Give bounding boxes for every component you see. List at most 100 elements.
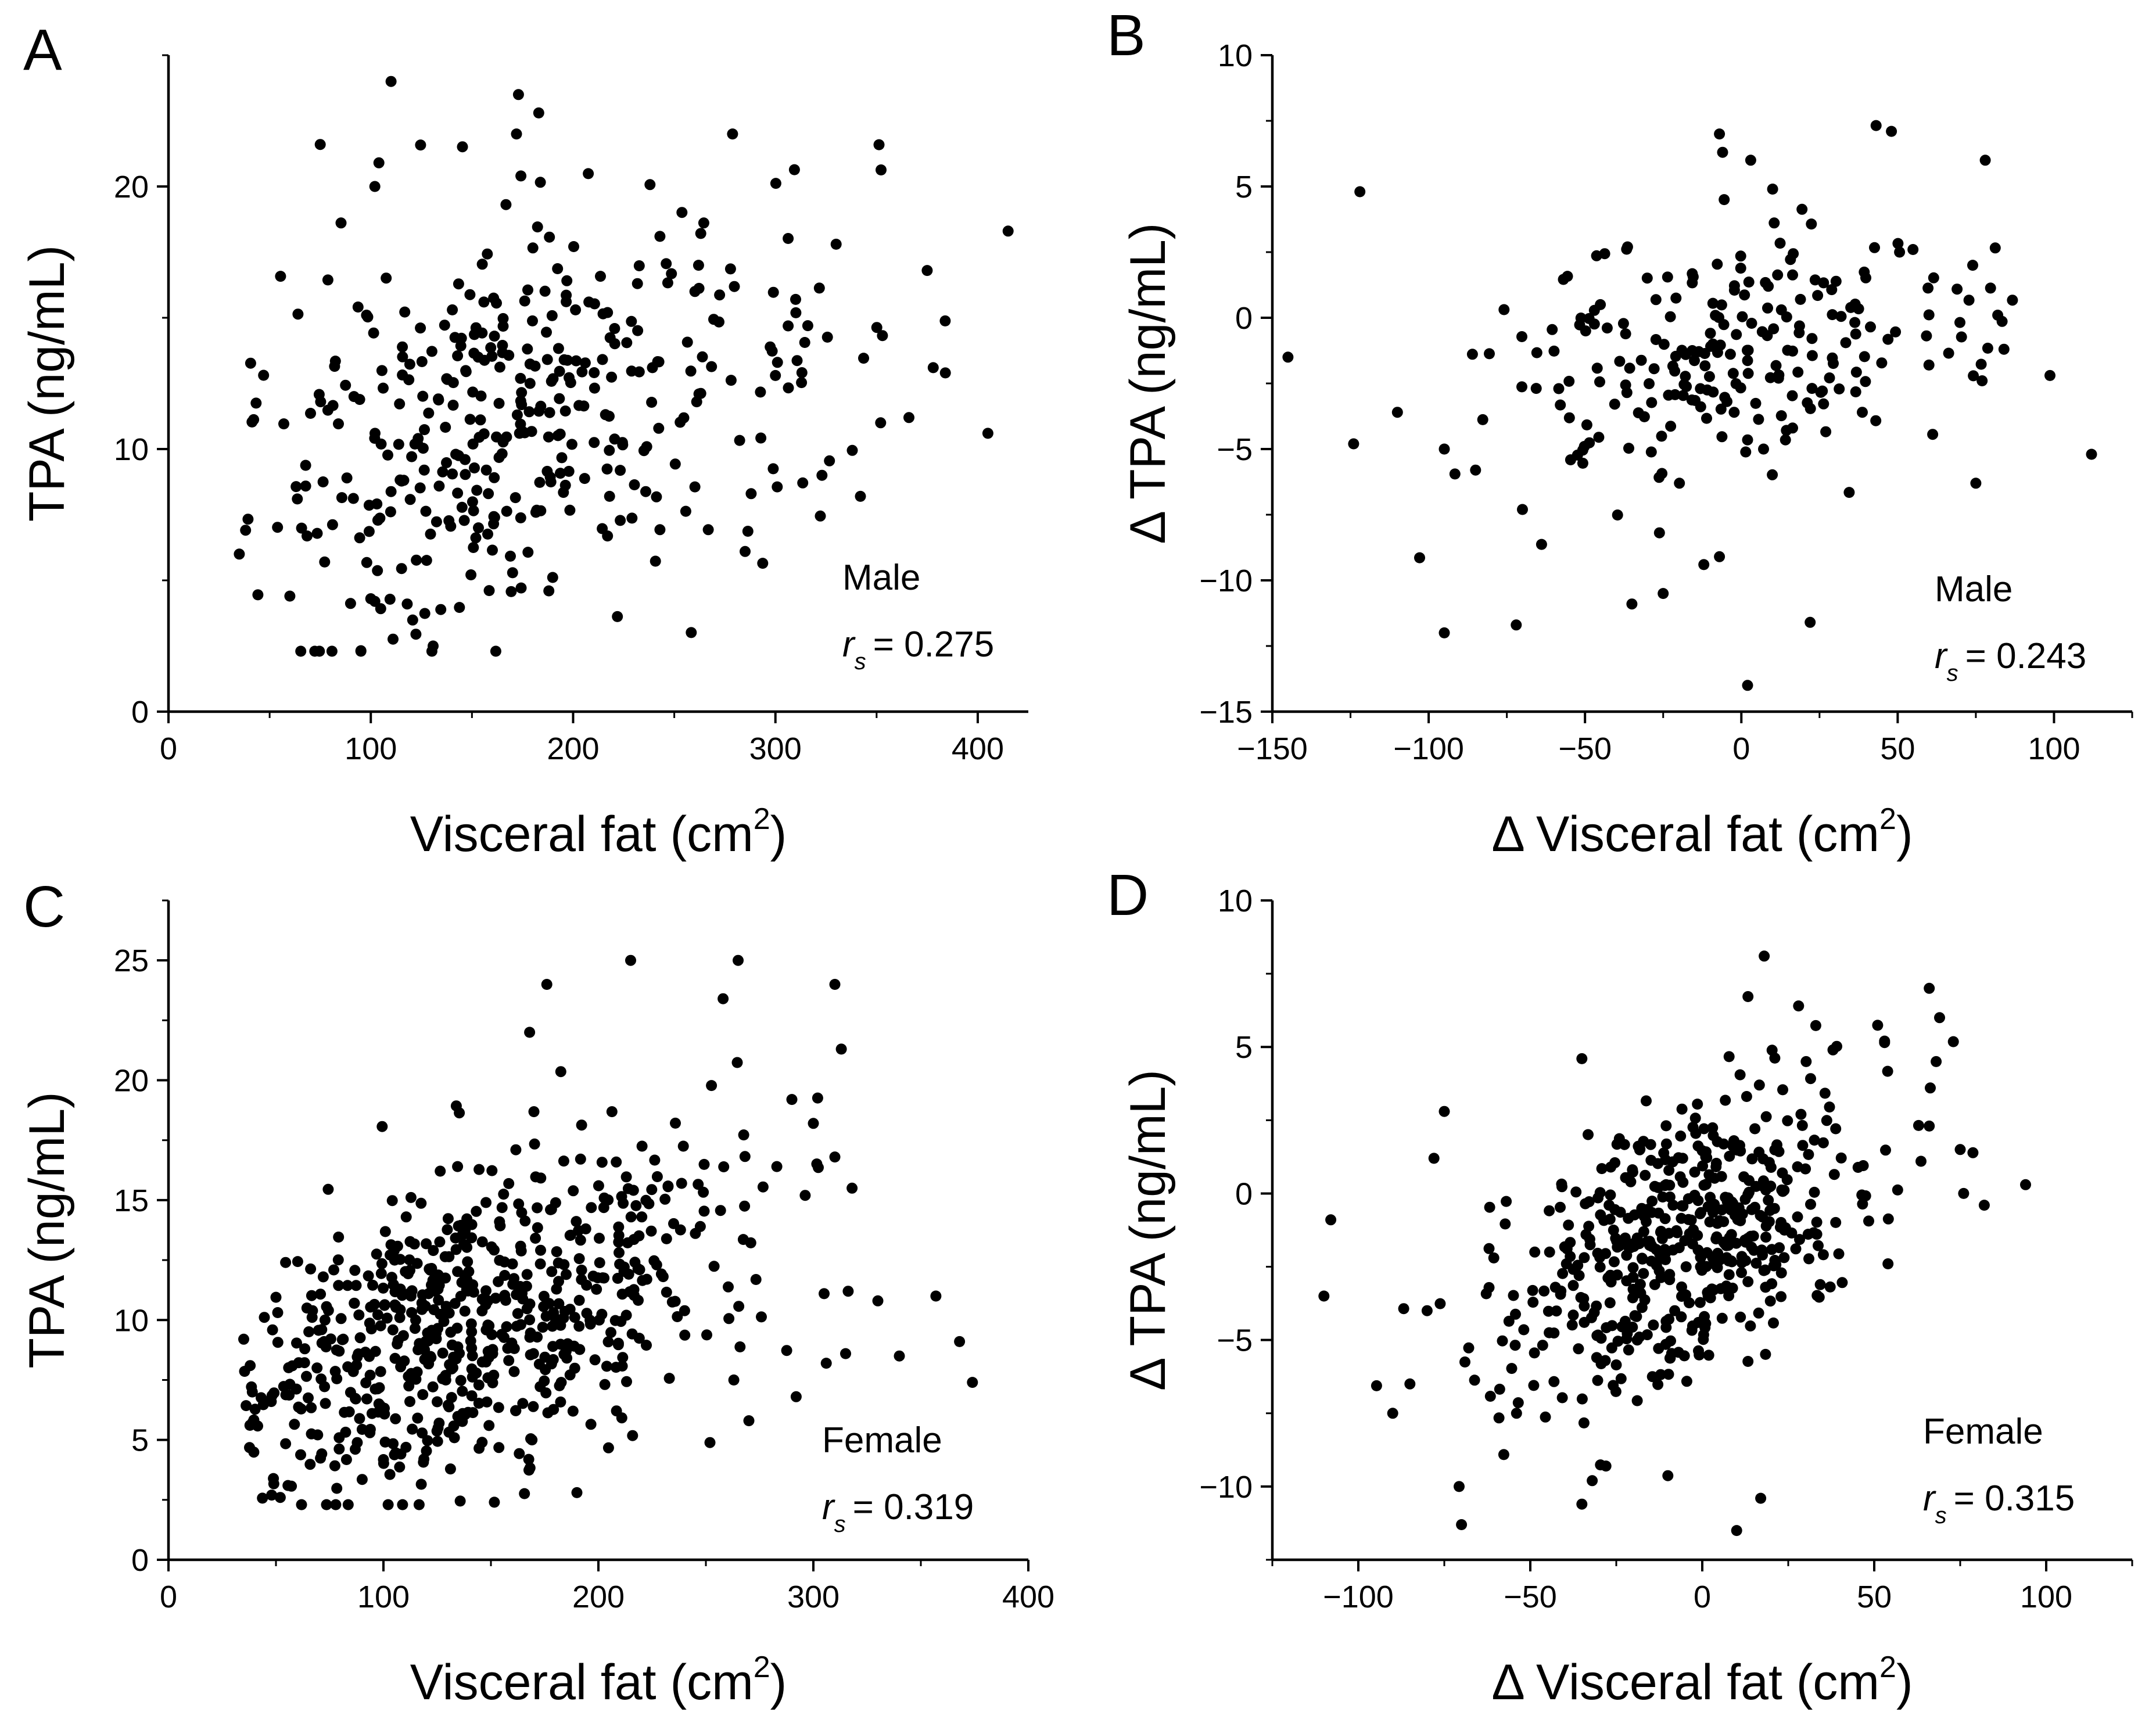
data-point xyxy=(1806,350,1818,361)
data-point xyxy=(528,1401,539,1412)
data-point xyxy=(1792,367,1804,378)
data-point xyxy=(268,1478,279,1489)
data-point xyxy=(1764,1295,1776,1307)
data-point xyxy=(284,1379,296,1390)
data-point xyxy=(1511,619,1522,631)
data-point xyxy=(1869,242,1880,253)
data-point xyxy=(1692,1244,1704,1256)
data-point xyxy=(524,1026,536,1038)
data-point xyxy=(1760,1232,1771,1243)
data-point xyxy=(1742,680,1753,691)
data-point xyxy=(594,1233,605,1244)
data-point xyxy=(501,1321,512,1333)
data-point xyxy=(589,367,600,378)
data-point xyxy=(423,407,435,419)
data-point xyxy=(727,128,738,140)
data-point xyxy=(1702,1201,1714,1212)
data-point xyxy=(1650,294,1662,306)
data-point xyxy=(360,1377,372,1388)
data-point xyxy=(336,492,347,504)
data-point xyxy=(356,1474,368,1485)
data-point xyxy=(1720,1094,1731,1106)
data-point xyxy=(328,1264,339,1276)
data-point xyxy=(465,1318,477,1330)
data-point xyxy=(266,1390,278,1401)
data-point xyxy=(476,1305,488,1317)
data-point xyxy=(496,448,508,460)
data-point xyxy=(385,486,397,497)
data-point xyxy=(1584,437,1595,448)
data-point xyxy=(830,238,842,250)
data-point xyxy=(1687,271,1699,282)
data-point xyxy=(605,1327,616,1338)
data-point xyxy=(625,954,636,966)
data-point xyxy=(733,954,744,966)
data-point xyxy=(651,491,662,503)
data-point xyxy=(1719,392,1731,403)
data-point xyxy=(315,396,327,408)
data-point xyxy=(412,1412,424,1424)
data-point xyxy=(1685,1214,1697,1226)
data-point xyxy=(1438,1106,1450,1117)
data-point xyxy=(1548,1327,1560,1339)
data-point xyxy=(1769,1255,1781,1266)
data-point xyxy=(420,505,432,517)
data-point xyxy=(1735,1215,1746,1226)
data-point xyxy=(519,1488,530,1499)
group-label: Male xyxy=(842,558,920,598)
data-point xyxy=(406,451,418,462)
data-point xyxy=(1648,363,1660,375)
data-point xyxy=(1951,283,1963,295)
data-point xyxy=(385,506,396,518)
data-point xyxy=(609,1315,621,1326)
data-point xyxy=(576,1264,587,1276)
data-point xyxy=(378,1454,389,1465)
data-point xyxy=(1814,1279,1826,1290)
data-point xyxy=(1698,1179,1710,1191)
data-point xyxy=(1998,343,2010,355)
data-point xyxy=(1777,1084,1788,1096)
data-point xyxy=(877,330,888,342)
correlation-stat: rs = 0.275 xyxy=(842,624,994,674)
data-point xyxy=(1477,414,1488,425)
data-point xyxy=(637,1275,648,1286)
data-point xyxy=(514,1448,525,1459)
data-point xyxy=(530,1233,541,1244)
data-point xyxy=(483,1420,495,1431)
data-point xyxy=(1975,358,1987,370)
data-point xyxy=(1680,1261,1692,1273)
data-point xyxy=(1638,1268,1649,1279)
data-point xyxy=(626,512,638,524)
data-point xyxy=(487,544,498,556)
data-point xyxy=(497,347,508,358)
scatter-points xyxy=(234,76,1014,657)
data-point xyxy=(447,377,459,389)
data-point xyxy=(1563,1219,1574,1231)
data-point xyxy=(457,141,468,153)
data-point xyxy=(1536,539,1547,550)
data-point xyxy=(431,1327,442,1339)
data-point xyxy=(1735,1311,1746,1323)
x-tick-label: −100 xyxy=(1323,1580,1394,1614)
data-point xyxy=(1529,1347,1540,1359)
data-point xyxy=(1404,1378,1416,1390)
data-point xyxy=(1769,1052,1781,1064)
data-point xyxy=(416,356,428,367)
data-point xyxy=(632,325,644,336)
data-point xyxy=(407,1423,418,1435)
data-point xyxy=(1704,1216,1716,1227)
data-point xyxy=(365,1301,376,1313)
data-point xyxy=(1665,1335,1676,1347)
data-point xyxy=(1703,371,1715,382)
data-point xyxy=(1645,1255,1657,1267)
data-point xyxy=(734,435,745,446)
data-point xyxy=(546,1204,557,1215)
data-point xyxy=(543,431,554,443)
data-point xyxy=(375,1320,386,1331)
data-point xyxy=(718,993,729,1004)
data-point xyxy=(583,168,594,180)
data-point xyxy=(1681,381,1692,392)
data-point xyxy=(1746,1153,1758,1165)
data-point xyxy=(448,1420,460,1432)
